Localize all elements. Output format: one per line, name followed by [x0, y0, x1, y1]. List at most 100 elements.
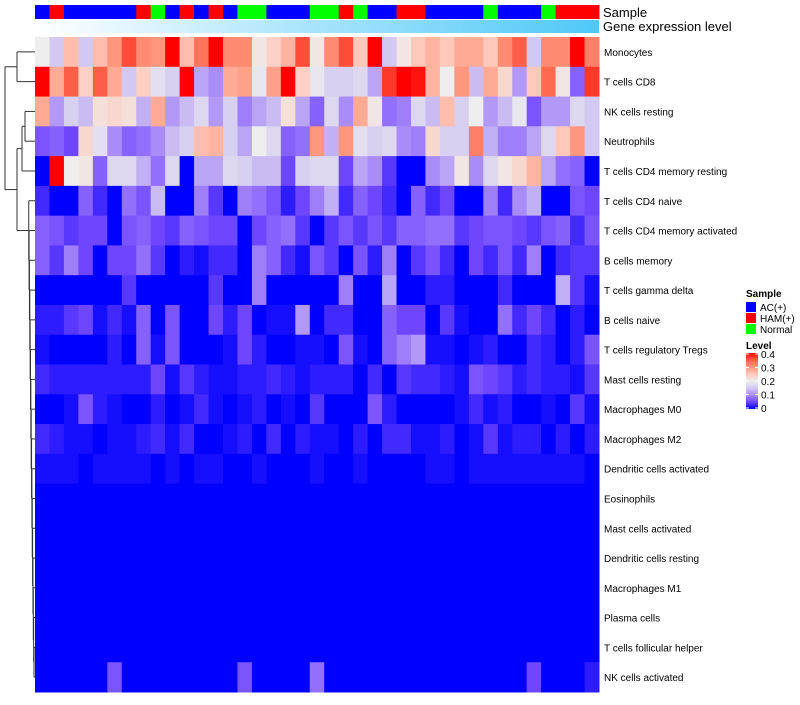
heatmap-cell: [92, 96, 108, 127]
heatmap-cell: [324, 334, 340, 365]
heatmap-cell: [396, 513, 412, 544]
heatmap-cell: [468, 96, 484, 127]
heatmap-cell: [396, 572, 412, 604]
row-label: Dendritic cells resting: [604, 554, 699, 565]
heatmap-cell: [526, 572, 542, 604]
row-label: NK cells activated: [604, 673, 683, 684]
heatmap-cell: [194, 572, 210, 604]
heatmap-cell: [92, 334, 108, 365]
level-tick-label: 0.2: [761, 377, 775, 388]
row-label: Mast cells resting: [604, 375, 681, 386]
heatmap-cell: [63, 483, 79, 514]
heatmap-cell: [63, 215, 79, 246]
heatmap-cell: [367, 185, 383, 217]
heatmap-cell: [454, 602, 470, 633]
heatmap-cell: [78, 245, 94, 276]
heatmap-cell: [179, 66, 195, 98]
heatmap-cell: [266, 662, 282, 693]
heatmap-cell: [396, 364, 412, 395]
heatmap-cell: [497, 185, 513, 217]
heatmap-cell: [425, 424, 441, 455]
heatmap-cell: [439, 453, 455, 485]
heatmap-cell: [107, 662, 123, 693]
heatmap-cell: [584, 572, 600, 604]
heatmap-cell: [338, 543, 354, 574]
heatmap-cell: [353, 364, 369, 395]
heatmap-cell: [92, 126, 108, 157]
heatmap-cell: [208, 156, 224, 187]
heatmap-cell: [382, 304, 398, 336]
heatmap-cell: [179, 37, 195, 68]
heatmap-cell: [555, 364, 571, 395]
heatmap-cell: [468, 215, 484, 246]
heatmap-cell: [483, 126, 499, 157]
heatmap-cell: [107, 245, 123, 276]
heatmap-cell: [367, 572, 383, 604]
heatmap-cell: [266, 275, 282, 306]
heatmap-cell: [107, 126, 123, 157]
heatmap-cell: [266, 453, 282, 485]
heatmap-cell: [295, 185, 311, 217]
sample-annotation-cell: [411, 5, 426, 19]
heatmap-cell: [136, 632, 152, 663]
heatmap-cell: [570, 156, 586, 187]
heatmap-cell: [324, 304, 340, 336]
heatmap-cell: [179, 662, 195, 693]
heatmap-cell: [324, 394, 340, 425]
heatmap-cell: [266, 543, 282, 574]
heatmap-cell: [425, 483, 441, 514]
heatmap-cell: [309, 215, 325, 246]
heatmap-cell: [555, 483, 571, 514]
heatmap-cell: [584, 424, 600, 455]
heatmap-cell: [295, 602, 311, 633]
heatmap-cell: [497, 304, 513, 336]
heatmap-cell: [353, 513, 369, 544]
heatmap-cell: [194, 483, 210, 514]
heatmap-cell: [121, 126, 137, 157]
heatmap-cell: [78, 632, 94, 663]
heatmap-cell: [570, 275, 586, 306]
heatmap-cell: [223, 572, 238, 604]
heatmap-cell: [570, 96, 586, 127]
heatmap-cell: [237, 543, 253, 574]
heatmap-cell: [165, 215, 181, 246]
heatmap-cell: [541, 156, 557, 187]
heatmap-cell: [49, 215, 65, 246]
heatmap-cell: [92, 364, 108, 395]
heatmap-cell: [121, 245, 137, 276]
heatmap-cell: [512, 424, 528, 455]
heatmap-cell: [512, 572, 528, 604]
heatmap-cell: [555, 66, 571, 98]
heatmap-cell: [338, 424, 354, 455]
heatmap-cell: [324, 275, 340, 306]
heatmap-cell: [266, 37, 282, 68]
heatmap-cell: [251, 304, 267, 336]
heatmap-cell: [251, 602, 267, 633]
heatmap-cell: [280, 394, 296, 425]
sample-annotation-cell: [35, 5, 50, 19]
heatmap-cell: [382, 185, 398, 217]
heatmap-cell: [63, 126, 79, 157]
heatmap-cell: [439, 275, 455, 306]
heatmap-cell: [150, 304, 166, 336]
heatmap-cell: [150, 245, 166, 276]
row-label: Eosinophils: [604, 494, 655, 505]
heatmap-cell: [497, 632, 513, 663]
heatmap-cell: [266, 185, 282, 217]
heatmap-cell: [541, 632, 557, 663]
heatmap-cell: [468, 513, 484, 544]
heatmap-cell: [223, 453, 238, 485]
heatmap-cell: [121, 37, 137, 68]
heatmap-cell: [454, 334, 470, 365]
heatmap-cell: [454, 453, 470, 485]
row-label: Macrophages M1: [604, 584, 682, 595]
heatmap-cell: [136, 483, 152, 514]
heatmap-cell: [49, 185, 65, 217]
sample-annotation-cell: [555, 5, 571, 19]
heatmap-cell: [136, 126, 152, 157]
heatmap-cell: [497, 245, 513, 276]
legend-swatch: [746, 302, 756, 312]
heatmap-cell: [223, 662, 238, 693]
heatmap-cell: [411, 156, 426, 187]
heatmap-cell: [425, 245, 441, 276]
